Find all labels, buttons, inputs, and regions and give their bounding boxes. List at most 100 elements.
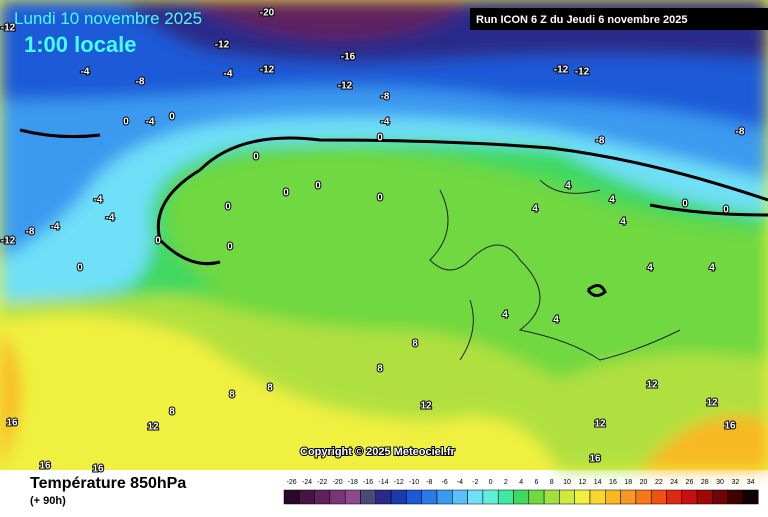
contour-label: 4 — [565, 181, 571, 192]
contour-label: 0 — [253, 152, 259, 163]
contour-label: -16 — [341, 52, 356, 63]
contour-label: 4 — [553, 315, 559, 326]
contour-label: 16 — [724, 421, 736, 432]
scale-swatch — [299, 489, 315, 505]
scale-label: -2 — [472, 479, 478, 486]
contour-label: 12 — [420, 401, 432, 412]
contour-label: 0 — [169, 112, 175, 123]
scale-label: -6 — [442, 479, 448, 486]
scale-label: 6 — [534, 479, 538, 486]
contour-label: -12 — [554, 65, 569, 76]
contour-label: 0 — [723, 205, 729, 216]
scale-label: -22 — [317, 479, 327, 486]
scale-label: -18 — [348, 479, 358, 486]
run: Run ICON 6 Z du Jeudi 6 novembre 2025 — [476, 14, 688, 26]
copyright: Copyright © 2025 Meteociel.fr — [300, 446, 456, 458]
run-box — [470, 8, 768, 30]
scale-swatch — [360, 489, 377, 505]
scale-swatch — [650, 489, 667, 505]
contour-label: -8 — [596, 136, 605, 147]
contour-label: -12 — [260, 65, 275, 76]
scale-label: -20 — [332, 479, 342, 486]
scale-label: -26 — [287, 479, 297, 486]
scale-swatch — [406, 489, 422, 505]
scale-label: -10 — [409, 479, 419, 486]
scale-label: -8 — [426, 479, 432, 486]
contour-label: -12 — [338, 81, 353, 92]
contour-label: -4 — [381, 117, 390, 128]
scale-label: 24 — [670, 479, 678, 486]
scale-swatch — [605, 489, 621, 505]
scale-swatch — [696, 489, 713, 505]
scale-swatch — [574, 489, 591, 505]
scale-swatch — [375, 489, 392, 505]
contour-label: -4 — [94, 195, 103, 206]
contour-label: -12 — [1, 23, 16, 34]
contour-label: 12 — [706, 398, 718, 409]
scale-swatch — [344, 489, 361, 505]
scale-swatch — [589, 489, 606, 505]
contour-label: 4 — [532, 204, 538, 215]
contour-label: 16 — [6, 418, 18, 429]
scale-swatch — [436, 489, 453, 505]
contour-label: 4 — [709, 263, 715, 274]
scale-label: 18 — [624, 479, 632, 486]
contour-label: 8 — [412, 339, 418, 350]
scale-label: 30 — [716, 479, 724, 486]
scale-swatch — [329, 489, 346, 505]
contour-label: 4 — [620, 217, 626, 228]
scale-label: 12 — [578, 479, 586, 486]
scale-label: 32 — [731, 479, 739, 486]
scale-label: -12 — [394, 479, 404, 486]
contour-label: -4 — [106, 213, 115, 224]
scale-label: 16 — [609, 479, 617, 486]
scale-label: 22 — [655, 479, 663, 486]
scale-label: 20 — [640, 479, 648, 486]
contour-label: 8 — [169, 407, 175, 418]
scale-label: 4 — [519, 479, 523, 486]
contour-label: -4 — [146, 117, 155, 128]
contour-label: 8 — [229, 390, 235, 401]
contour-label: 12 — [594, 419, 606, 430]
scale-swatch — [513, 489, 530, 505]
scale-swatch — [421, 489, 438, 505]
footer-lead: (+ 90h) — [30, 495, 66, 507]
scale-label: 26 — [686, 479, 694, 486]
contour-label: 16 — [589, 454, 601, 465]
map — [0, 0, 768, 470]
contour-label: 12 — [646, 380, 658, 391]
scale-swatch — [742, 489, 759, 505]
scale-label: 0 — [489, 479, 493, 486]
contour-label: 16 — [92, 464, 104, 475]
contour-label: 4 — [502, 310, 508, 321]
map-labels: -20-12-16-12-8-4-4-12-8-12 -12-8-8-4-40 00… — [0, 7, 746, 476]
contour-label: -8 — [736, 127, 745, 138]
scale-swatch — [467, 489, 484, 505]
color-scale: -26 -24 -22 -20 -18 -16 -14 -12 -10 -8 -6 -4 -2 0 2 4 6 8… — [283, 479, 759, 505]
contour-label: 0 — [155, 236, 161, 247]
contour-label: -8 — [381, 92, 390, 103]
contour-label: 0 — [225, 202, 231, 213]
scale-swatch — [452, 489, 468, 505]
scale-label: 14 — [594, 479, 602, 486]
time: 1:00 locale — [24, 32, 137, 57]
contour-label: 0 — [77, 263, 83, 274]
scale-swatch — [283, 489, 300, 505]
scale-swatch — [528, 489, 545, 505]
scale-label: 2 — [504, 479, 508, 486]
contour-label: -4 — [51, 222, 60, 233]
scale-swatch — [620, 489, 637, 505]
date: Lundi 10 novembre 2025 — [14, 9, 202, 28]
contour-label: 12 — [147, 422, 159, 433]
scale-swatch — [712, 489, 728, 505]
scale-swatch — [543, 489, 560, 505]
contour-label: 0 — [283, 188, 289, 199]
contour-label: 0 — [377, 133, 383, 144]
scale-swatch — [666, 489, 683, 505]
scale-swatch — [681, 489, 698, 505]
contour-label: 16 — [39, 461, 51, 472]
footer-title: Température 850hPa — [30, 475, 186, 492]
scale-label: 34 — [747, 479, 755, 486]
contour-label: -8 — [136, 77, 145, 88]
